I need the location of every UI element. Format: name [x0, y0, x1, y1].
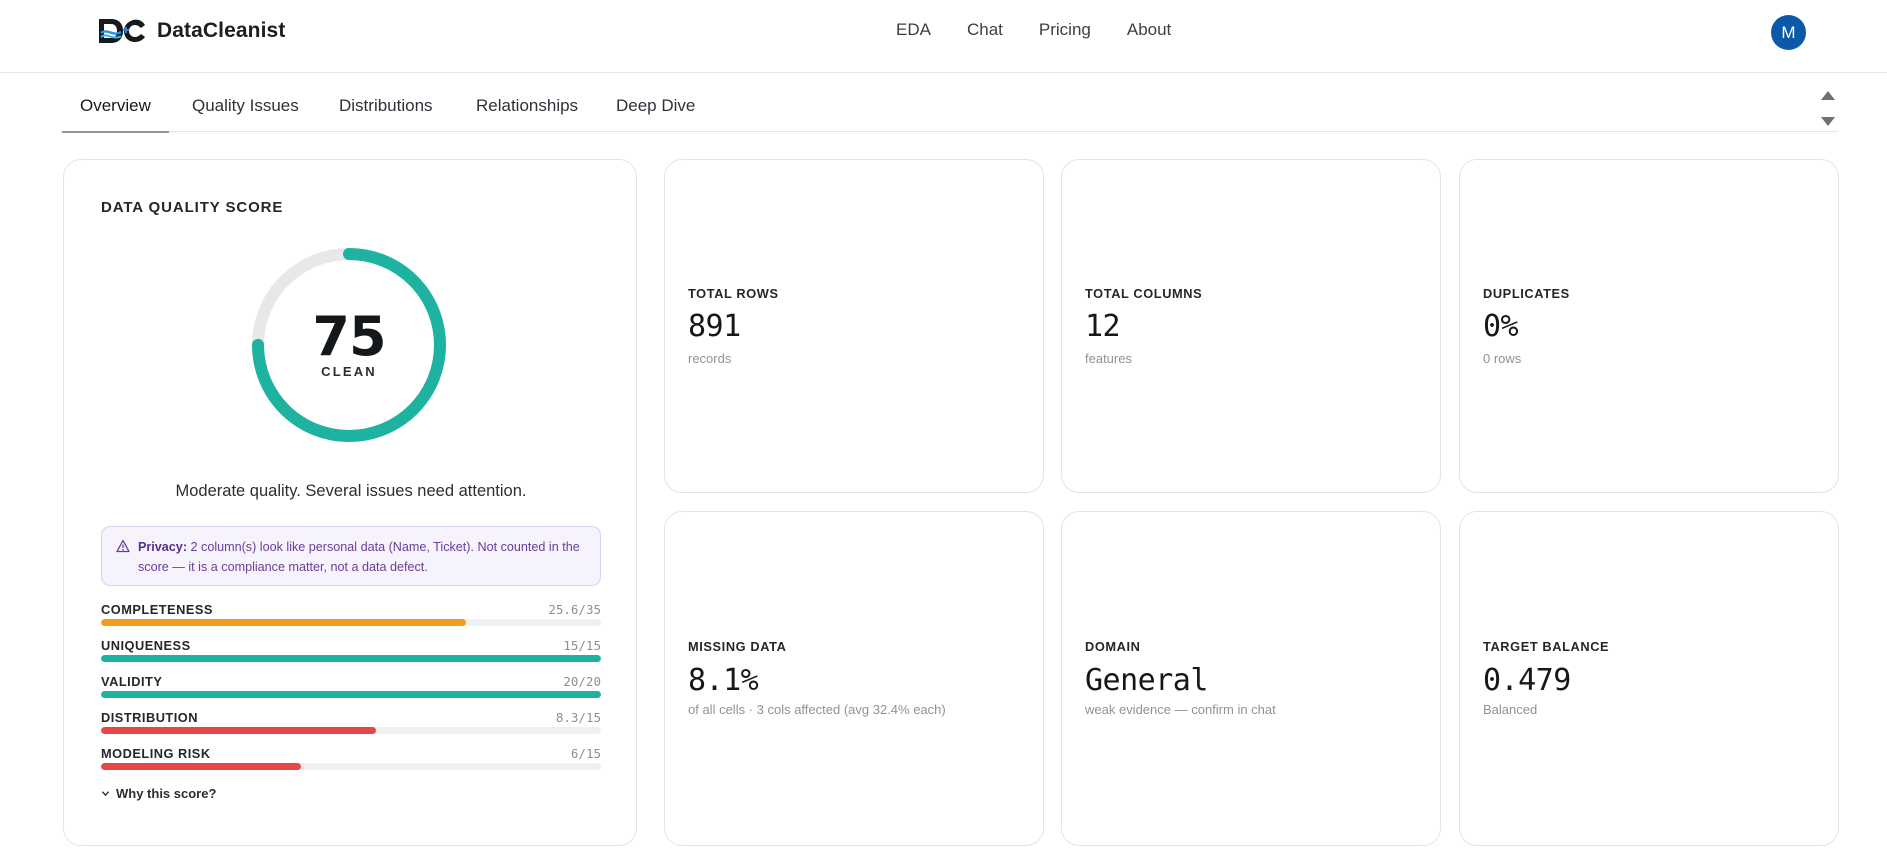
- privacy-message: 2 column(s) look like personal data (Nam…: [138, 540, 580, 574]
- metric-value: 20/20: [563, 674, 601, 689]
- stat-label: MISSING DATA: [688, 639, 787, 654]
- stat-sub: records: [688, 351, 732, 366]
- stat-value: 0.479: [1483, 663, 1571, 698]
- privacy-notice: Privacy: 2 column(s) look like personal …: [101, 526, 601, 586]
- metric-label: DISTRIBUTION: [101, 710, 198, 725]
- nav-chat[interactable]: Chat: [966, 20, 1003, 39]
- metric-validity: VALIDITY 20/20: [101, 674, 601, 700]
- metric-label: VALIDITY: [101, 674, 163, 689]
- tab-distributions[interactable]: Distributions: [339, 96, 433, 115]
- stat-value: 891: [688, 309, 741, 344]
- metric-label: UNIQUENESS: [101, 638, 191, 653]
- tab-deep-dive[interactable]: Deep Dive: [616, 96, 696, 115]
- quality-card-title: DATA QUALITY SCORE: [101, 199, 284, 216]
- metric-fill: [101, 619, 466, 626]
- gauge-fill: [252, 248, 446, 442]
- quality-score-value: 75: [312, 305, 386, 368]
- chevron-down-icon: [101, 791, 110, 797]
- stat-sub: features: [1085, 351, 1132, 366]
- stat-value: 12: [1085, 309, 1121, 344]
- metric-fill: [101, 763, 301, 770]
- brand-name: DataCleanist: [157, 19, 286, 42]
- datacleanist-logo-icon: [99, 19, 145, 43]
- metric-value: 6/15: [570, 746, 601, 761]
- tab-overview[interactable]: Overview: [62, 96, 169, 133]
- stat-card-total-columns: TOTAL COLUMNS 12 features: [1061, 159, 1441, 493]
- metric-value: 25.6/35: [548, 602, 601, 617]
- stat-card-target-balance: TARGET BALANCE 0.479 Balanced: [1459, 511, 1839, 846]
- metric-label: MODELING RISK: [101, 746, 211, 761]
- stat-label: TOTAL COLUMNS: [1085, 286, 1203, 301]
- top-header: DataCleanist EDA Chat Pricing About M: [0, 0, 1887, 73]
- tab-quality-issues[interactable]: Quality Issues: [192, 96, 299, 115]
- stat-label: DOMAIN: [1085, 639, 1141, 654]
- metric-completeness: COMPLETENESS 25.6/35: [101, 602, 601, 628]
- privacy-label: Privacy:: [138, 540, 188, 554]
- metric-uniqueness: UNIQUENESS 15/15: [101, 638, 601, 664]
- metric-fill: [101, 727, 376, 734]
- data-quality-card: DATA QUALITY SCORE 75 CLEAN Moderate qua…: [63, 159, 637, 846]
- metric-distribution: DISTRIBUTION 8.3/15: [101, 710, 601, 736]
- brand-logo[interactable]: DataCleanist: [97, 16, 285, 46]
- stat-label: DUPLICATES: [1483, 286, 1570, 301]
- nav-about[interactable]: About: [1126, 20, 1172, 39]
- metric-fill: [101, 691, 601, 698]
- main-nav: EDA Chat Pricing About: [896, 20, 1171, 40]
- metric-track: [101, 727, 601, 734]
- stat-sub: 0 rows: [1483, 351, 1522, 366]
- metric-track: [101, 619, 601, 626]
- metric-modeling-risk: MODELING RISK 6/15: [101, 746, 601, 772]
- metric-track: [101, 691, 601, 698]
- metric-track: [101, 763, 601, 770]
- stat-card-missing-data: MISSING DATA 8.1% of all cells · 3 cols …: [664, 511, 1044, 846]
- quality-score-gauge: [252, 248, 446, 442]
- metric-track: [101, 655, 601, 662]
- user-avatar[interactable]: M: [1771, 15, 1806, 50]
- stat-sub: weak evidence — confirm in chat: [1085, 702, 1276, 717]
- stat-sub: of all cells · 3 cols affected (avg 32.4…: [688, 702, 946, 717]
- metric-value: 15/15: [563, 638, 601, 653]
- stat-sub: Balanced: [1483, 702, 1538, 717]
- tab-scroll-control[interactable]: [1817, 88, 1839, 130]
- stat-label: TOTAL ROWS: [688, 286, 779, 301]
- stat-label: TARGET BALANCE: [1483, 639, 1610, 654]
- stat-value: General: [1085, 663, 1208, 698]
- scroll-up-icon[interactable]: [1821, 91, 1835, 100]
- privacy-text: Privacy: 2 column(s) look like personal …: [138, 537, 588, 577]
- quality-score-label: CLEAN: [321, 364, 377, 379]
- stat-value: 0%: [1483, 309, 1519, 344]
- stat-card-total-rows: TOTAL ROWS 891 records: [664, 159, 1044, 493]
- why-this-score-label: Why this score?: [116, 786, 217, 801]
- stat-value: 8.1%: [688, 663, 759, 698]
- metric-fill: [101, 655, 601, 662]
- quality-description: Moderate quality. Several issues need at…: [175, 482, 527, 500]
- tab-relationships[interactable]: Relationships: [476, 96, 579, 115]
- scroll-down-icon[interactable]: [1821, 117, 1835, 126]
- nav-eda[interactable]: EDA: [896, 20, 931, 39]
- metric-label: COMPLETENESS: [101, 602, 213, 617]
- stat-card-duplicates: DUPLICATES 0% 0 rows: [1459, 159, 1839, 493]
- metric-value: 8.3/15: [555, 710, 601, 725]
- why-this-score-toggle[interactable]: Why this score?: [101, 786, 216, 801]
- warning-triangle-icon: [116, 539, 130, 553]
- stat-card-domain: DOMAIN General weak evidence — confirm i…: [1061, 511, 1441, 846]
- tab-bar: Overview Quality Issues Distributions Re…: [62, 82, 1838, 133]
- nav-pricing[interactable]: Pricing: [1038, 20, 1091, 39]
